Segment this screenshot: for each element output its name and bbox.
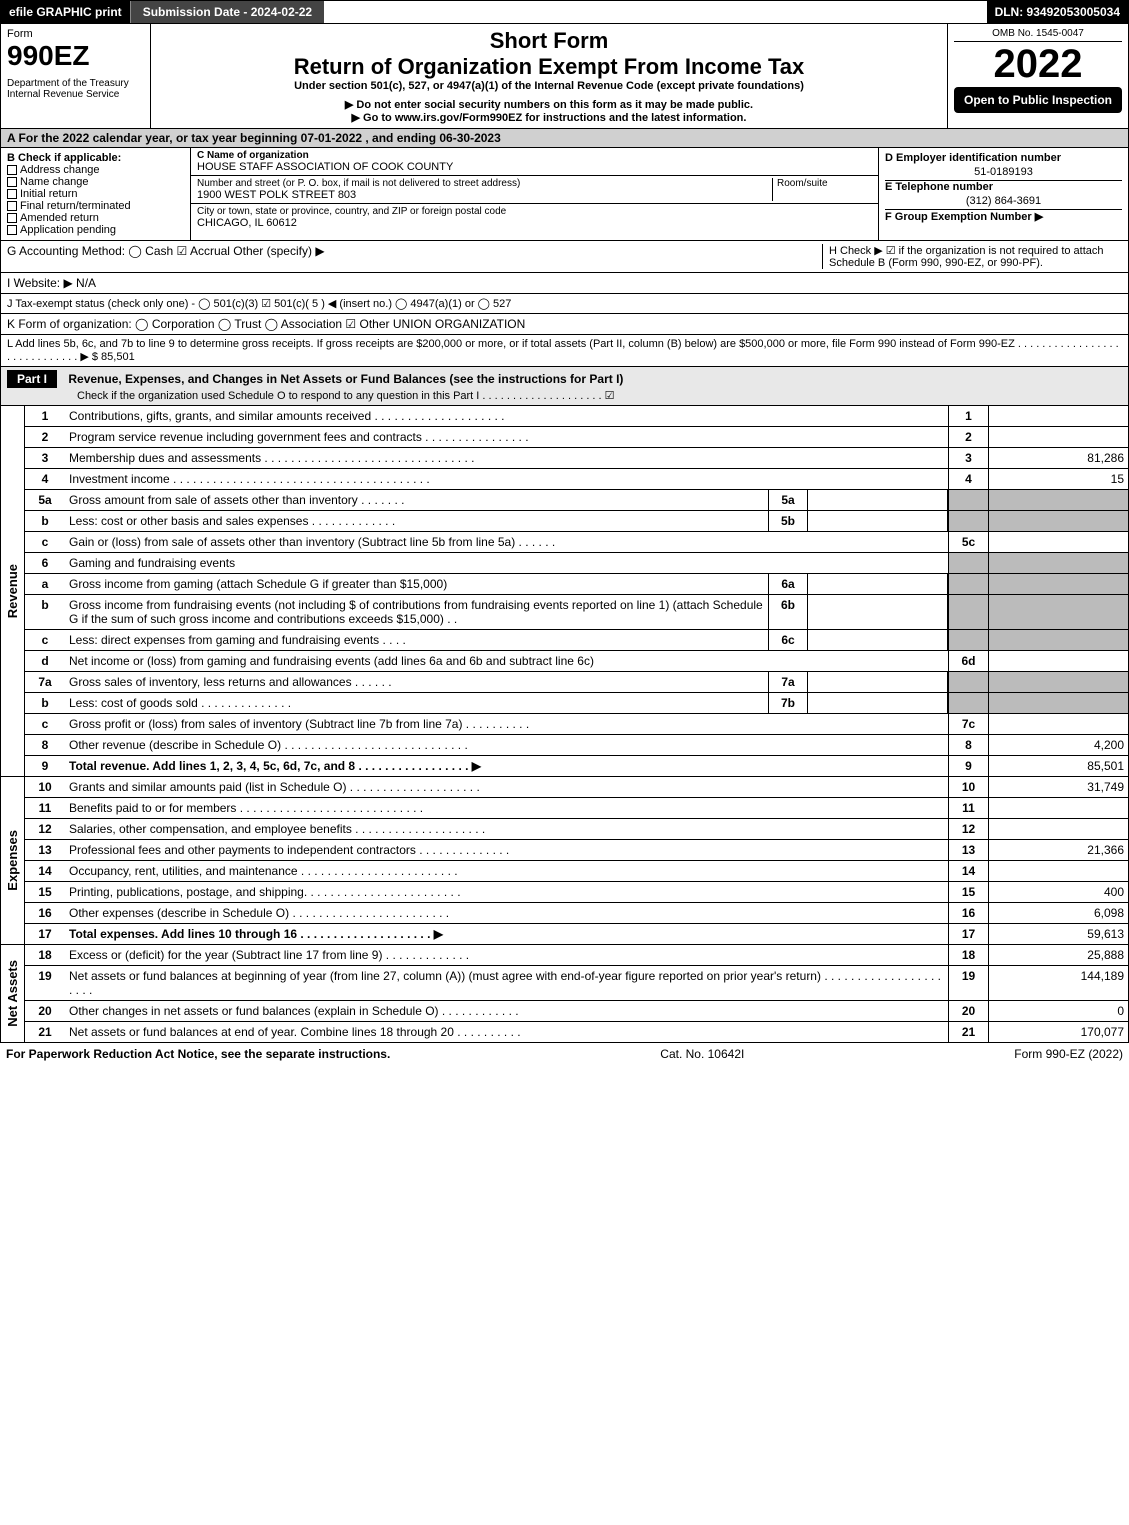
form-header: Form 990EZ Department of the Treasury In… <box>0 24 1129 129</box>
j-tax-exempt: J Tax-exempt status (check only one) - ◯… <box>0 294 1129 314</box>
row-5c: cGain or (loss) from sale of assets othe… <box>24 532 1129 553</box>
vlabel-expenses: Expenses <box>0 777 24 945</box>
row-7a: 7aGross sales of inventory, less returns… <box>24 672 1129 693</box>
dept-treasury: Department of the Treasury <box>7 78 144 89</box>
row-4: 4Investment income . . . . . . . . . . .… <box>24 469 1129 490</box>
b-opt-final[interactable]: Final return/terminated <box>7 200 184 212</box>
irs-label: Internal Revenue Service <box>7 89 144 100</box>
b-opt-name[interactable]: Name change <box>7 176 184 188</box>
row-20: 20Other changes in net assets or fund ba… <box>24 1001 1129 1022</box>
row-14: 14Occupancy, rent, utilities, and mainte… <box>24 861 1129 882</box>
row-16: 16Other expenses (describe in Schedule O… <box>24 903 1129 924</box>
footer-left: For Paperwork Reduction Act Notice, see … <box>6 1047 390 1061</box>
footer-form: Form 990-EZ (2022) <box>1014 1047 1123 1061</box>
part1-check: Check if the organization used Schedule … <box>77 390 615 402</box>
row-6c: cLess: direct expenses from gaming and f… <box>24 630 1129 651</box>
dln: DLN: 93492053005034 <box>987 1 1128 23</box>
part1-header: Part I Revenue, Expenses, and Changes in… <box>0 367 1129 406</box>
row-21: 21Net assets or fund balances at end of … <box>24 1022 1129 1043</box>
g-accounting: G Accounting Method: ◯ Cash ☑ Accrual Ot… <box>7 244 822 269</box>
vlabel-revenue: Revenue <box>0 406 24 777</box>
warn-ssn: ▶ Do not enter social security numbers o… <box>157 98 941 111</box>
h-schedule-b: H Check ▶ ☑ if the organization is not r… <box>822 244 1122 269</box>
row-6a: aGross income from gaming (attach Schedu… <box>24 574 1129 595</box>
b-opt-pending[interactable]: Application pending <box>7 224 184 236</box>
c-name-label: C Name of organization <box>197 150 872 161</box>
row-12: 12Salaries, other compensation, and empl… <box>24 819 1129 840</box>
row-9: 9Total revenue. Add lines 1, 2, 3, 4, 5c… <box>24 756 1129 777</box>
row-7b: bLess: cost of goods sold . . . . . . . … <box>24 693 1129 714</box>
d-ein-label: D Employer identification number <box>885 152 1122 164</box>
b-opt-initial[interactable]: Initial return <box>7 188 184 200</box>
c-room-label: Room/suite <box>777 178 872 189</box>
k-form-of-org: K Form of organization: ◯ Corporation ◯ … <box>0 314 1129 335</box>
submission-date: Submission Date - 2024-02-22 <box>130 1 324 23</box>
row-19: 19Net assets or fund balances at beginni… <box>24 966 1129 1001</box>
part1-body: Revenue 1Contributions, gifts, grants, a… <box>0 406 1129 1043</box>
omb-number: OMB No. 1545-0047 <box>954 28 1122 42</box>
i-website: I Website: ▶ N/A <box>0 273 1129 294</box>
footer: For Paperwork Reduction Act Notice, see … <box>0 1043 1129 1065</box>
row-a-tax-year: A For the 2022 calendar year, or tax yea… <box>0 129 1129 148</box>
row-17: 17Total expenses. Add lines 10 through 1… <box>24 924 1129 945</box>
b-opt-address[interactable]: Address change <box>7 164 184 176</box>
row-gh: G Accounting Method: ◯ Cash ☑ Accrual Ot… <box>0 241 1129 273</box>
b-label: B Check if applicable: <box>7 152 184 164</box>
footer-cat: Cat. No. 10642I <box>660 1047 744 1061</box>
f-group-label: F Group Exemption Number ▶ <box>885 210 1122 223</box>
row-6d: dNet income or (loss) from gaming and fu… <box>24 651 1129 672</box>
form-number: 990EZ <box>7 40 144 72</box>
b-opt-amended[interactable]: Amended return <box>7 212 184 224</box>
vlabel-net-assets: Net Assets <box>0 945 24 1043</box>
row-11: 11Benefits paid to or for members . . . … <box>24 798 1129 819</box>
form-subtitle: Under section 501(c), 527, or 4947(a)(1)… <box>157 80 941 92</box>
row-5a: 5aGross amount from sale of assets other… <box>24 490 1129 511</box>
efile-tag[interactable]: efile GRAPHIC print <box>1 1 130 23</box>
short-form-title: Short Form <box>157 28 941 54</box>
row-3: 3Membership dues and assessments . . . .… <box>24 448 1129 469</box>
row-2: 2Program service revenue including gover… <box>24 427 1129 448</box>
form-title: Return of Organization Exempt From Incom… <box>157 54 941 80</box>
tax-year: 2022 <box>954 42 1122 87</box>
org-city: CHICAGO, IL 60612 <box>197 217 872 229</box>
org-street: 1900 WEST POLK STREET 803 <box>197 189 772 201</box>
row-6b: bGross income from fundraising events (n… <box>24 595 1129 630</box>
row-1: 1Contributions, gifts, grants, and simil… <box>24 406 1129 427</box>
row-7c: cGross profit or (loss) from sales of in… <box>24 714 1129 735</box>
part1-tag: Part I <box>7 370 57 388</box>
row-5b: bLess: cost or other basis and sales exp… <box>24 511 1129 532</box>
form-word: Form <box>7 28 144 40</box>
ein-value: 51-0189193 <box>885 164 1122 181</box>
row-15: 15Printing, publications, postage, and s… <box>24 882 1129 903</box>
l-gross-receipts: L Add lines 5b, 6c, and 7b to line 9 to … <box>0 335 1129 367</box>
row-13: 13Professional fees and other payments t… <box>24 840 1129 861</box>
section-bcdef: B Check if applicable: Address change Na… <box>0 148 1129 241</box>
topbar: efile GRAPHIC print Submission Date - 20… <box>0 0 1129 24</box>
e-tel-label: E Telephone number <box>885 181 1122 193</box>
warn-link[interactable]: ▶ Go to www.irs.gov/Form990EZ for instru… <box>157 111 941 124</box>
tel-value: (312) 864-3691 <box>885 193 1122 210</box>
row-8: 8Other revenue (describe in Schedule O) … <box>24 735 1129 756</box>
open-public: Open to Public Inspection <box>954 87 1122 113</box>
row-18: 18Excess or (deficit) for the year (Subt… <box>24 945 1129 966</box>
row-6: 6Gaming and fundraising events <box>24 553 1129 574</box>
part1-title: Revenue, Expenses, and Changes in Net As… <box>68 372 623 386</box>
org-name: HOUSE STAFF ASSOCIATION OF COOK COUNTY <box>197 161 872 173</box>
c-street-label: Number and street (or P. O. box, if mail… <box>197 178 772 189</box>
row-10: 10Grants and similar amounts paid (list … <box>24 777 1129 798</box>
c-city-label: City or town, state or province, country… <box>197 206 872 217</box>
